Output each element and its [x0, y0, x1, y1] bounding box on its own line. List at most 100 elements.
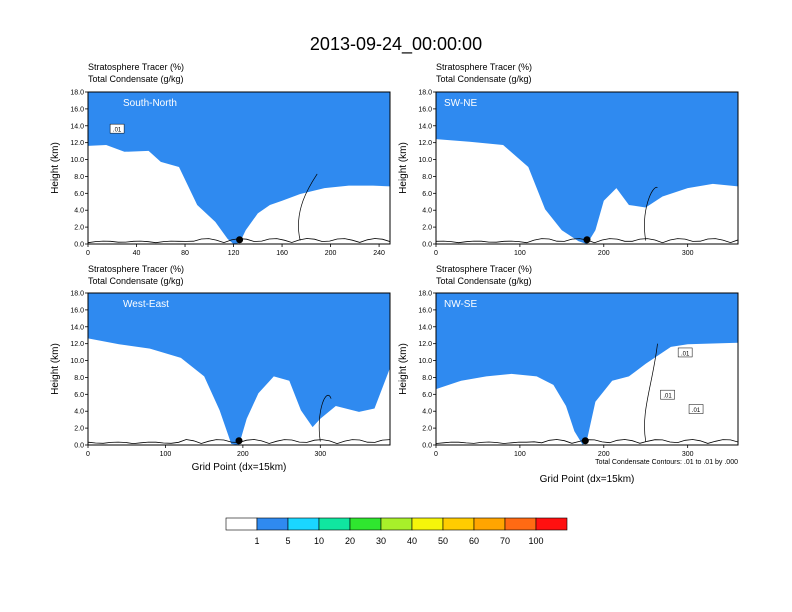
panel-1-clear-air	[436, 143, 738, 244]
panel-0-xtick-label-2: 80	[181, 250, 189, 257]
panel-3-ytick-label-6: 12.0	[418, 341, 432, 348]
panel-nw-se: Stratosphere Tracer (%) Total Condensate…	[398, 264, 739, 485]
panel-1-condensate-contour	[644, 187, 658, 241]
panel-3-ytick-label-9: 18.0	[418, 291, 432, 298]
panel-1-ytick-label-6: 12.0	[418, 140, 432, 147]
panel-2-xlabel: Grid Point (dx=15km)	[192, 462, 287, 473]
panel-3-ytick-label-8: 16.0	[418, 307, 432, 314]
panel-1-xtick-label-2: 200	[598, 250, 610, 257]
panel-2-ytick-label-2: 4.0	[74, 409, 84, 416]
colorbar-swatch-9	[504, 517, 537, 531]
panel-3-ytick-label-2: 4.0	[422, 409, 432, 416]
panel-3-contour-label-2: .01	[692, 408, 701, 414]
panel-0-xtick-label-1: 40	[133, 250, 141, 257]
panel-2-xtick-label-0: 0	[86, 451, 90, 458]
panel-1-ylabel: Height (km)	[398, 142, 409, 194]
panel-1-ytick-label-2: 4.0	[422, 208, 432, 215]
panel-0-contour-label-0: .01	[113, 128, 122, 134]
colorbar-label-2: 10	[314, 536, 324, 546]
panel-3-ytick-label-5: 10.0	[418, 358, 432, 365]
panel-3-ylabel: Height (km)	[398, 343, 409, 395]
panel-2-ylabel: Height (km)	[50, 343, 61, 395]
panel-3-xtick-label-2: 200	[598, 451, 610, 458]
panel-3-frame	[435, 292, 739, 446]
panel-2-title-1: Stratosphere Tracer (%)	[88, 264, 184, 274]
colorbar-swatch-2	[287, 517, 320, 531]
panel-sw-ne: Stratosphere Tracer (%) Total Condensate…	[398, 62, 739, 257]
panel-3-contour-label-1: .01	[663, 394, 672, 400]
panel-3-clear-air	[436, 347, 738, 445]
panel-3-footnote: Total Condensate Contours: .01 to .01 by…	[595, 459, 738, 466]
panel-3-title-2: Total Condensate (g/kg)	[436, 276, 532, 286]
colorbar-label-4: 30	[376, 536, 386, 546]
panel-0-xtick-label-3: 120	[228, 250, 240, 257]
panel-0-condensate-contour	[298, 173, 318, 241]
panel-0-frame	[87, 91, 391, 245]
panel-2-frame	[87, 292, 391, 446]
panel-3-band-level-1	[436, 293, 738, 445]
panel-1-title-2: Total Condensate (g/kg)	[436, 74, 532, 84]
colorbar-label-0: 1	[254, 536, 259, 546]
panel-2-location-marker	[235, 437, 243, 445]
panel-3-ytick-label-4: 8.0	[422, 375, 432, 382]
panel-south-north: Stratosphere Tracer (%) Total Condensate…	[50, 62, 391, 257]
panel-0-xtick-label-4: 160	[276, 250, 288, 257]
panel-2-ytick-label-7: 14.0	[70, 324, 84, 331]
panel-0-clear-air	[88, 149, 390, 244]
colorbar-label-9: 100	[528, 536, 543, 546]
panel-1-title-1: Stratosphere Tracer (%)	[436, 62, 532, 72]
colorbar-label-7: 60	[469, 536, 479, 546]
colorbar-swatch-1	[256, 517, 289, 531]
panel-1-xtick-label-1: 100	[514, 250, 526, 257]
panel-0-ytick-label-7: 14.0	[70, 123, 84, 130]
panel-2-region-label: West-East	[123, 299, 169, 310]
panel-1-ytick-label-3: 6.0	[422, 191, 432, 198]
panel-0-ylabel: Height (km)	[50, 142, 61, 194]
panel-1-ytick-label-1: 2.0	[422, 225, 432, 232]
panel-0-region-label: South-North	[123, 98, 177, 109]
colorbar-label-6: 50	[438, 536, 448, 546]
panel-1-location-marker	[583, 236, 591, 244]
panel-3-xtick-label-3: 300	[682, 451, 694, 458]
panel-2-ytick-label-0: 0.0	[74, 443, 84, 450]
colorbar: 1 5 10 20 30 40 50 60 70 100	[225, 517, 568, 546]
panel-0-ytick-label-5: 10.0	[70, 157, 84, 164]
panel-3-xlabel: Grid Point (dx=15km)	[540, 474, 635, 485]
panel-0-ytick-label-3: 6.0	[74, 191, 84, 198]
panel-0-title-2: Total Condensate (g/kg)	[88, 74, 184, 84]
panel-3-xtick-label-1: 100	[514, 451, 526, 458]
panel-west-east: Stratosphere Tracer (%) Total Condensate…	[50, 264, 391, 473]
panel-0-ytick-label-2: 4.0	[74, 208, 84, 215]
panel-3-field	[436, 293, 738, 445]
figure-title: 2013-09-24_00:00:00	[310, 34, 482, 55]
colorbar-label-8: 70	[500, 536, 510, 546]
panel-3-contour-label-0: .01	[681, 351, 690, 357]
colorbar-swatch-7	[442, 517, 475, 531]
panel-3-ytick-label-7: 14.0	[418, 324, 432, 331]
panel-0-xtick-label-5: 200	[325, 250, 337, 257]
panel-3-contour-label-box-0	[677, 347, 693, 358]
panel-3-location-marker	[581, 437, 589, 445]
panel-1-field	[436, 92, 738, 244]
panel-3-ytick-label-1: 2.0	[422, 426, 432, 433]
panel-0-band-level-1	[88, 92, 390, 244]
panel-3-region-label: NW-SE	[444, 299, 477, 310]
panel-0-location-marker	[236, 236, 244, 244]
panel-0-ytick-label-9: 18.0	[70, 90, 84, 97]
colorbar-swatch-4	[349, 517, 382, 531]
panel-1-band-level-1	[436, 92, 738, 244]
panel-1-frame	[435, 91, 739, 245]
panel-2-xtick-label-3: 300	[314, 451, 326, 458]
colorbar-label-3: 20	[345, 536, 355, 546]
panel-0-xtick-label-0: 0	[86, 250, 90, 257]
panel-3-contour-label-box-1	[660, 389, 675, 400]
panel-0-xtick-label-6: 240	[373, 250, 385, 257]
panel-3-condensate-contour	[644, 343, 658, 442]
panel-2-ytick-label-4: 8.0	[74, 375, 84, 382]
panel-2-clear-air	[88, 342, 390, 445]
colorbar-label-1: 5	[285, 536, 290, 546]
panel-2-ytick-label-1: 2.0	[74, 426, 84, 433]
panel-3-title-1: Stratosphere Tracer (%)	[436, 264, 532, 274]
panel-0-ytick-label-1: 2.0	[74, 225, 84, 232]
